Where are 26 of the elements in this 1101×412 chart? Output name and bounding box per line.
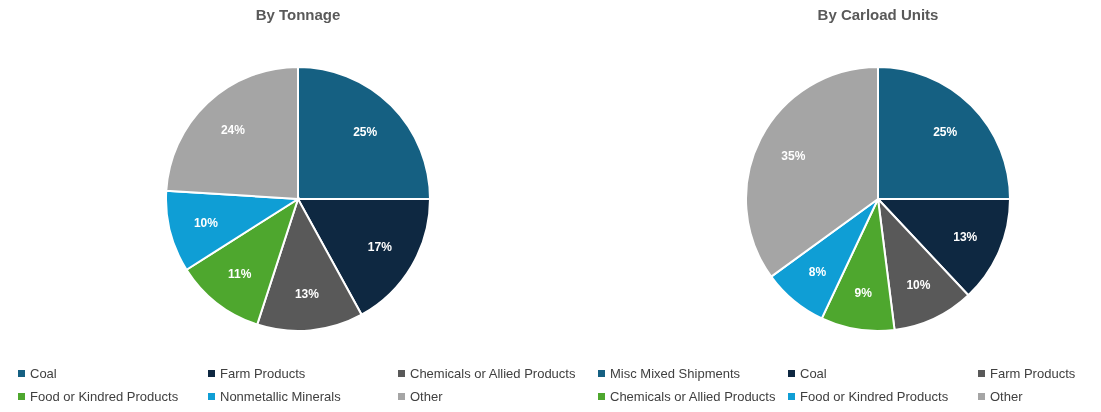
data-label: 9% — [854, 285, 873, 300]
data-label: 10% — [193, 215, 219, 230]
legend-label: Coal — [800, 366, 827, 381]
data-label: 13% — [953, 229, 978, 244]
legend-label: Chemicals or Allied Products — [410, 366, 576, 381]
chart-title: By Carload Units — [816, 6, 940, 25]
data-label: 11% — [228, 267, 252, 282]
legend-label: Coal — [30, 366, 57, 381]
data-label: 17% — [367, 240, 393, 255]
data-label: 25% — [353, 124, 378, 139]
legend-label: Other — [410, 389, 443, 404]
legend-label: Food or Kindred Products — [800, 389, 949, 404]
data-label: 35% — [781, 148, 806, 163]
data-label: 8% — [808, 265, 827, 280]
data-label: 10% — [906, 277, 931, 292]
chart-title: By Tonnage — [254, 6, 342, 25]
legend-label: Nonmetallic Minerals — [220, 389, 341, 404]
legend-label: Farm Products — [990, 366, 1076, 381]
legend-label: Chemicals or Allied Products — [610, 389, 776, 404]
legend-label: Farm Products — [220, 366, 306, 381]
data-label: 25% — [933, 124, 958, 139]
legend-label: Misc Mixed Shipments — [610, 366, 741, 381]
legend-label: Other — [990, 389, 1023, 404]
data-label: 13% — [294, 286, 320, 301]
data-label: 24% — [220, 122, 246, 137]
legend-label: Food or Kindred Products — [30, 389, 179, 404]
